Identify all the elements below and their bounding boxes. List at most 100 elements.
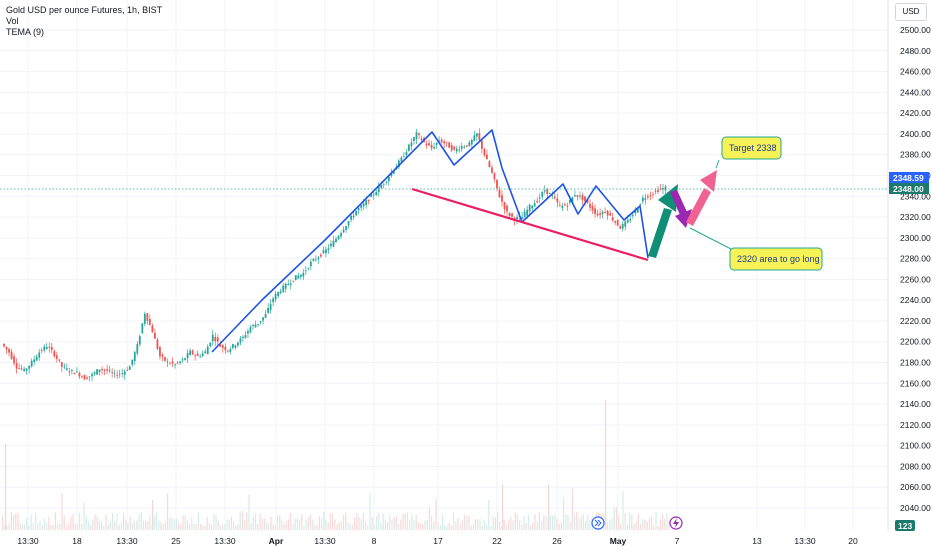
candle-body (616, 219, 619, 226)
candle-body (405, 152, 408, 156)
candle-body (448, 142, 451, 148)
volume-bar (72, 514, 74, 530)
volume-bar (448, 522, 450, 530)
price-candles (3, 128, 667, 382)
candle-body (257, 323, 259, 325)
volume-bar (13, 515, 15, 530)
volume-bar (195, 524, 197, 530)
candle-body (320, 254, 322, 257)
candle-body (118, 373, 121, 375)
volume-bar (409, 519, 411, 530)
candle-body (375, 191, 378, 196)
candle-body (536, 200, 539, 203)
candle-body (159, 347, 161, 357)
candle-body (304, 270, 307, 272)
forward-circle-icon[interactable] (591, 516, 605, 530)
candle-body (528, 204, 531, 212)
volume-bar (560, 522, 562, 530)
candle-body (435, 142, 438, 145)
volume-bar (325, 520, 327, 530)
candle-body (113, 372, 116, 374)
candle-body (430, 144, 433, 149)
candle-body (292, 280, 295, 282)
volume-bar (468, 516, 470, 530)
candle-body (571, 197, 574, 203)
x-tick-label: 25 (171, 536, 181, 546)
time-axis[interactable]: 13:30 18 13:30 25 13:30 Apr 13:30 8 17 22 26 May 7 13… (17, 536, 858, 546)
volume-bar (527, 514, 529, 530)
volume-bar (35, 513, 37, 530)
volume-bar (279, 515, 281, 530)
candle-body (483, 148, 486, 156)
candle-body (78, 372, 81, 377)
volume-bar (323, 512, 325, 530)
long-zone-callout-text: 2320 area to go long (737, 254, 820, 264)
candle-body (73, 372, 76, 375)
volume-bar (505, 524, 507, 530)
candle-body (581, 195, 584, 200)
volume-bar (204, 525, 206, 530)
candle-body (496, 179, 498, 189)
volume-bar (349, 523, 351, 530)
candle-body (531, 205, 534, 209)
volume-bar (50, 524, 52, 530)
candle-body (360, 205, 363, 208)
candle-body (541, 192, 544, 197)
tema-indicator-label[interactable]: TEMA (9) (6, 27, 45, 37)
candle-body (377, 186, 380, 193)
volume-bar (153, 516, 155, 530)
volume-bar (622, 490, 624, 530)
symbol-title[interactable]: Gold USD per ounce Futures, 1h, BIST (6, 5, 163, 15)
volume-bar (301, 514, 303, 530)
volume-bar (334, 519, 336, 530)
y-tick-label: 2460.00 (900, 67, 931, 77)
x-tick-label: 13:30 (116, 536, 138, 546)
volume-bar (219, 525, 221, 530)
candle-body (579, 195, 581, 197)
candle-body (455, 148, 458, 152)
volume-bar (490, 525, 492, 530)
volume-bar (46, 522, 48, 530)
candle-body (526, 209, 529, 216)
candle-body (385, 181, 388, 183)
volume-bar (648, 517, 650, 530)
green-up-arrow (648, 184, 678, 258)
lightning-circle-icon[interactable] (669, 516, 683, 530)
currency-button[interactable]: USD (895, 3, 927, 21)
volume-bar (171, 517, 173, 530)
volume-bar (336, 524, 338, 530)
x-tick-label: 8 (372, 536, 377, 546)
volume-bar (510, 516, 512, 530)
volume-bar (455, 521, 457, 530)
price-axis[interactable]: 2040.00 2060.00 2080.00 2100.00 2120.00 2140.… (900, 25, 931, 513)
volume-indicator-label[interactable]: Vol (6, 16, 19, 26)
volume-bar (475, 519, 477, 530)
candle-body (151, 325, 154, 333)
volume-bar (402, 514, 404, 530)
candle-body (350, 215, 352, 220)
candle-body (372, 194, 375, 196)
volume-bar (453, 512, 455, 530)
candle-body (272, 298, 275, 303)
candle-body (224, 346, 227, 351)
candle-body (297, 275, 300, 279)
candle-body (3, 343, 5, 347)
volume-bar (5, 444, 7, 530)
candle-body (247, 330, 249, 334)
volume-bar (384, 519, 386, 530)
candle-body (96, 369, 98, 375)
candle-body (194, 355, 197, 357)
candle-body (40, 350, 43, 352)
volume-bar (189, 523, 191, 530)
volume-bar (611, 518, 613, 530)
candle-body (584, 196, 586, 202)
volume-bar (307, 517, 309, 530)
candle-body (93, 372, 96, 375)
candle-body (196, 353, 199, 356)
volume-bar (160, 522, 162, 530)
y-tick-label: 2440.00 (900, 87, 931, 97)
candle-body (516, 217, 518, 220)
volume-bar (585, 520, 587, 530)
candle-body (408, 144, 410, 151)
